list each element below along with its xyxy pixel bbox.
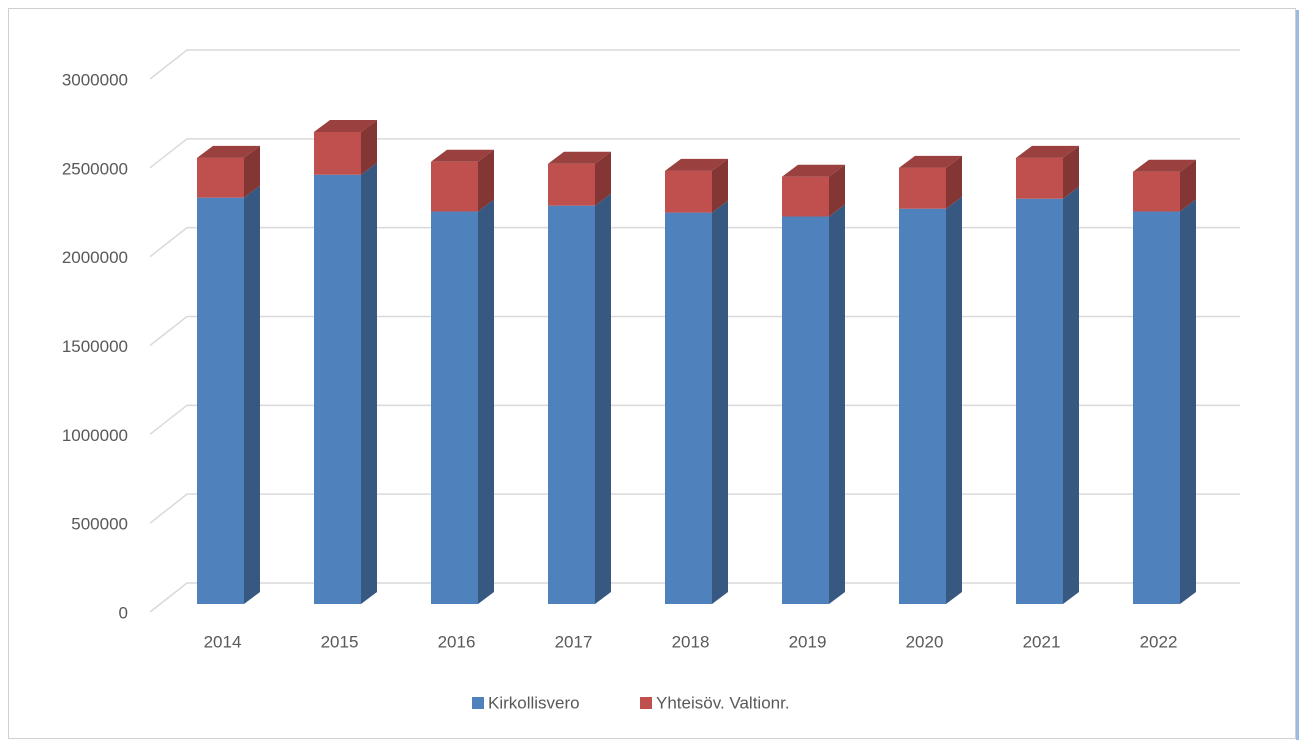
x-tick-label: 2020 [906, 632, 944, 651]
bar-top [1133, 159, 1196, 172]
bar [431, 211, 478, 604]
grid-line [149, 582, 1240, 613]
y-tick-label: 2000000 [62, 248, 128, 267]
bar [665, 212, 712, 604]
bar [314, 131, 361, 175]
bar-side [478, 199, 494, 604]
bar-side [1180, 199, 1196, 604]
grid-line [149, 226, 1240, 258]
bar [899, 167, 946, 209]
bar-side [946, 196, 962, 605]
grid-line [149, 404, 1240, 435]
bar-top [431, 149, 494, 162]
y-tick-label: 500000 [71, 515, 128, 534]
legend-label: Yhteisöv. Valtionr. [656, 693, 790, 712]
frame-shadow [1296, 10, 1299, 740]
x-tick-label: 2014 [204, 632, 242, 651]
bar [197, 197, 244, 604]
bar-side [595, 193, 611, 604]
bar-side [829, 204, 845, 604]
bar-side [244, 145, 260, 198]
x-tick-label: 2019 [789, 632, 827, 651]
y-tick-label: 2500000 [62, 159, 128, 178]
y-tick-label: 1000000 [62, 426, 128, 445]
legend-swatch [472, 697, 484, 709]
bar-side [361, 119, 377, 175]
bar [782, 176, 829, 217]
legend-label: Kirkollisvero [488, 693, 580, 712]
bar-top [899, 155, 962, 168]
bar-side [1180, 159, 1196, 212]
x-tick-label: 2017 [555, 632, 593, 651]
bar-side [244, 185, 260, 604]
bar-side [595, 151, 611, 206]
bar [548, 205, 595, 604]
bar-side [712, 158, 728, 213]
bar-side [478, 149, 494, 212]
bar-side [946, 155, 962, 209]
x-tick-label: 2018 [672, 632, 710, 651]
y-tick-label: 0 [119, 603, 128, 622]
bar [665, 170, 712, 213]
bar-top [782, 164, 845, 177]
bar-top [665, 158, 728, 171]
bar [548, 163, 595, 206]
bar-top [548, 151, 611, 164]
y-tick-label: 3000000 [62, 70, 128, 89]
bar [1016, 198, 1063, 604]
grid-line [149, 138, 1240, 169]
legend-swatch [640, 697, 652, 709]
bar [899, 208, 946, 605]
bar [314, 174, 361, 605]
bar-side [1063, 145, 1079, 199]
bar-top [314, 119, 377, 132]
bar-top [1016, 145, 1079, 158]
x-tick-label: 2015 [321, 632, 359, 651]
x-tick-label: 2022 [1140, 632, 1178, 651]
grid-line [149, 493, 1240, 524]
grid-line [149, 49, 1240, 80]
bar-top [197, 145, 260, 158]
bar [1133, 171, 1180, 212]
bar [197, 157, 244, 198]
x-tick-label: 2016 [438, 632, 476, 651]
bar [782, 216, 829, 604]
bar [1016, 157, 1063, 199]
bar-side [1063, 186, 1079, 604]
bar-side [712, 200, 728, 604]
bar-side [829, 164, 845, 217]
bar [1133, 211, 1180, 604]
bar-side [361, 162, 377, 605]
grid-line [149, 315, 1240, 347]
y-tick-label: 1500000 [62, 337, 128, 356]
x-tick-label: 2021 [1023, 632, 1061, 651]
bar [431, 161, 478, 212]
